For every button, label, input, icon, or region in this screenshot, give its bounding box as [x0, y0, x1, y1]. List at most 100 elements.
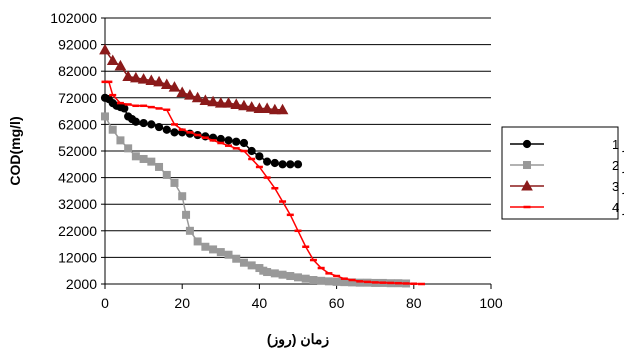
series-1-point-11 [154, 122, 164, 132]
series-2-point-17 [224, 250, 233, 259]
legend-marker-1 [522, 139, 532, 149]
x-tick-labels: 0 20 40 60 80 100 [101, 295, 503, 311]
series-2-point-6 [147, 157, 156, 166]
series-1 [100, 93, 303, 169]
y-tick-label-102000: 102000 [50, 10, 97, 26]
series-3-point-1 [106, 54, 119, 66]
series-2-point-0 [101, 112, 109, 121]
series-4 [101, 80, 426, 286]
series-3-point-2 [114, 59, 127, 71]
y-tick-label-42000: 42000 [58, 170, 97, 186]
series-3-point-9 [168, 81, 181, 92]
y-tick-label-72000: 72000 [58, 90, 97, 106]
series-2-point-16 [216, 248, 225, 257]
series-2-point-27 [294, 273, 302, 282]
series-3-point-8 [160, 78, 173, 89]
legend: راکتور 1 راکتور 2 راکتور 3 راکتور 4 [501, 126, 624, 220]
series-3-point-6 [145, 74, 158, 86]
series-3-point-16 [222, 97, 235, 108]
series-2-point-5 [139, 154, 148, 163]
series-1-point-27 [278, 160, 287, 169]
series-3-point-23 [276, 103, 289, 115]
series-3-point-21 [261, 102, 273, 113]
series-1-point-22 [239, 138, 249, 148]
x-tick-label-40: 40 [252, 295, 268, 311]
series-2-point-23 [263, 268, 272, 277]
series-2-point-25 [278, 270, 287, 279]
x-tick-label-60: 60 [329, 295, 345, 311]
series-1-point-8 [131, 117, 140, 126]
series-2-point-30 [317, 276, 326, 285]
y-tick-label-92000: 92000 [58, 37, 97, 53]
series-2-point-2 [116, 136, 125, 145]
y-tick-label-2000: 2000 [66, 276, 97, 292]
series-1-point-28 [286, 160, 295, 169]
series-2-point-15 [209, 245, 218, 254]
series-1-point-10 [147, 120, 156, 129]
series-3-point-7 [153, 75, 165, 87]
series-3-point-18 [238, 99, 250, 111]
series-3-point-3 [122, 70, 135, 82]
y-tick-label-82000: 82000 [58, 63, 97, 79]
legend-marker-2 [523, 161, 531, 169]
series-3 [99, 43, 289, 115]
legend-label-1: راکتور 1 [612, 137, 624, 153]
series-3-point-19 [245, 101, 258, 112]
series-3-point-14 [207, 95, 219, 107]
series-3-point-11 [184, 89, 196, 100]
x-axis-label: زمان (روز) [267, 331, 330, 348]
series-3-point-4 [130, 71, 142, 83]
series-2-point-29 [309, 276, 318, 285]
legend-box [501, 126, 619, 220]
legend-label-3: راکتور 3 [612, 179, 624, 195]
series-1-point-25 [263, 157, 272, 166]
series-1-point-24 [255, 152, 264, 161]
y-tick-label-22000: 22000 [58, 223, 97, 239]
series-3-point-12 [191, 91, 204, 103]
series-2-point-32 [332, 277, 341, 286]
series-1-point-9 [139, 118, 148, 128]
series-2-point-9 [170, 178, 179, 187]
series-2-point-3 [124, 144, 133, 153]
y-axis-label: COD(mg/l) [7, 116, 23, 185]
series-2-point-4 [131, 152, 140, 161]
series-3-point-13 [199, 94, 212, 105]
y-tick-label-62000: 62000 [58, 116, 97, 132]
series-3-point-15 [214, 97, 227, 108]
series-1-point-23 [247, 146, 256, 156]
series-2-point-13 [193, 237, 202, 246]
x-tick-label-100: 100 [479, 295, 503, 311]
x-tick-label-20: 20 [174, 295, 190, 311]
series-2-point-12 [185, 226, 194, 235]
series-1-point-29 [293, 160, 303, 169]
y-tick-label-32000: 32000 [58, 196, 97, 212]
series-3-point-0 [99, 43, 111, 55]
series-1-point-5 [120, 104, 129, 113]
series-1-point-12 [162, 125, 171, 134]
series-2-point-10 [178, 192, 187, 201]
series-3-point-20 [253, 102, 266, 113]
series-1-point-21 [232, 137, 241, 146]
series-1-point-26 [270, 158, 279, 168]
series-3-point-10 [176, 86, 189, 97]
series-1-point-20 [224, 136, 233, 145]
series-2-point-31 [324, 277, 333, 286]
axes [101, 17, 492, 289]
series-2-point-7 [155, 162, 164, 171]
series-3-point-17 [230, 98, 243, 109]
series-layer [99, 43, 426, 288]
series-2-point-18 [232, 254, 241, 263]
legend-marker-3 [521, 179, 533, 191]
legend-label-2: راکتور 2 [612, 158, 624, 174]
series-2-point-14 [201, 242, 210, 251]
series-2-point-26 [286, 272, 295, 281]
series-2-point-19 [239, 258, 248, 267]
series-2-point-20 [247, 261, 256, 270]
y-tick-label-52000: 52000 [58, 143, 97, 159]
series-2-point-28 [301, 274, 310, 283]
y-tick-labels: 2000 12000 22000 32000 42000 52000 62000 72000 8… [50, 10, 97, 292]
series-2-point-11 [182, 210, 191, 219]
series-1-point-13 [170, 128, 179, 137]
x-tick-label-80: 80 [406, 295, 422, 311]
